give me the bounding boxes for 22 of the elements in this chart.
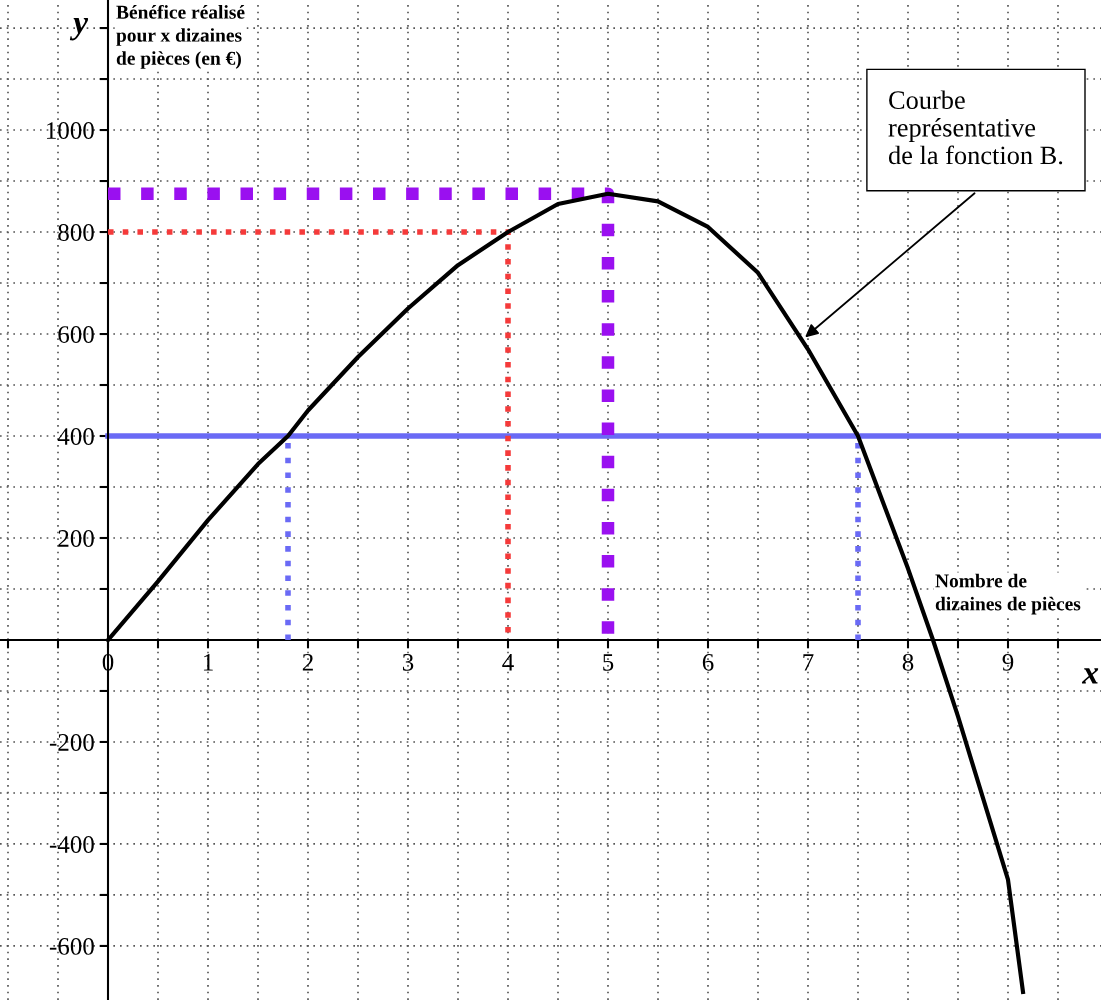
x-tick-label: 3 [402,653,414,671]
y-axis-title: y [69,17,89,41]
y-tick-label: -600 [49,937,94,955]
y-tick-label: 600 [58,326,94,343]
y-tick-label: 1000 [47,122,94,139]
annotation: Courbe représentative de la fonction B. [888,90,1063,165]
x-tick-label: 7 [803,654,814,671]
x-tick-label: 9 [1002,653,1014,671]
annotation: Bénéfice réalisé pour x dizaines de pièces (en €) [116,4,245,69]
y-tick-label: 400 [57,428,94,445]
annotation: Nombre de dizaines de pièces [935,573,1081,615]
x-tick-label: 8 [902,653,914,671]
x-tick-label: 4 [502,654,514,671]
y-tick-label: -200 [49,734,94,751]
x-tick-label: 1 [203,654,213,671]
x-tick-label: 6 [702,653,714,671]
y-tick-label: -400 [49,836,94,853]
x-axis-title: x [1081,668,1099,684]
y-tick-label: 800 [58,224,94,241]
x-tick-label: 5 [603,654,614,671]
y-tick-label: 200 [58,530,94,547]
x-tick-label: 2 [302,653,313,671]
